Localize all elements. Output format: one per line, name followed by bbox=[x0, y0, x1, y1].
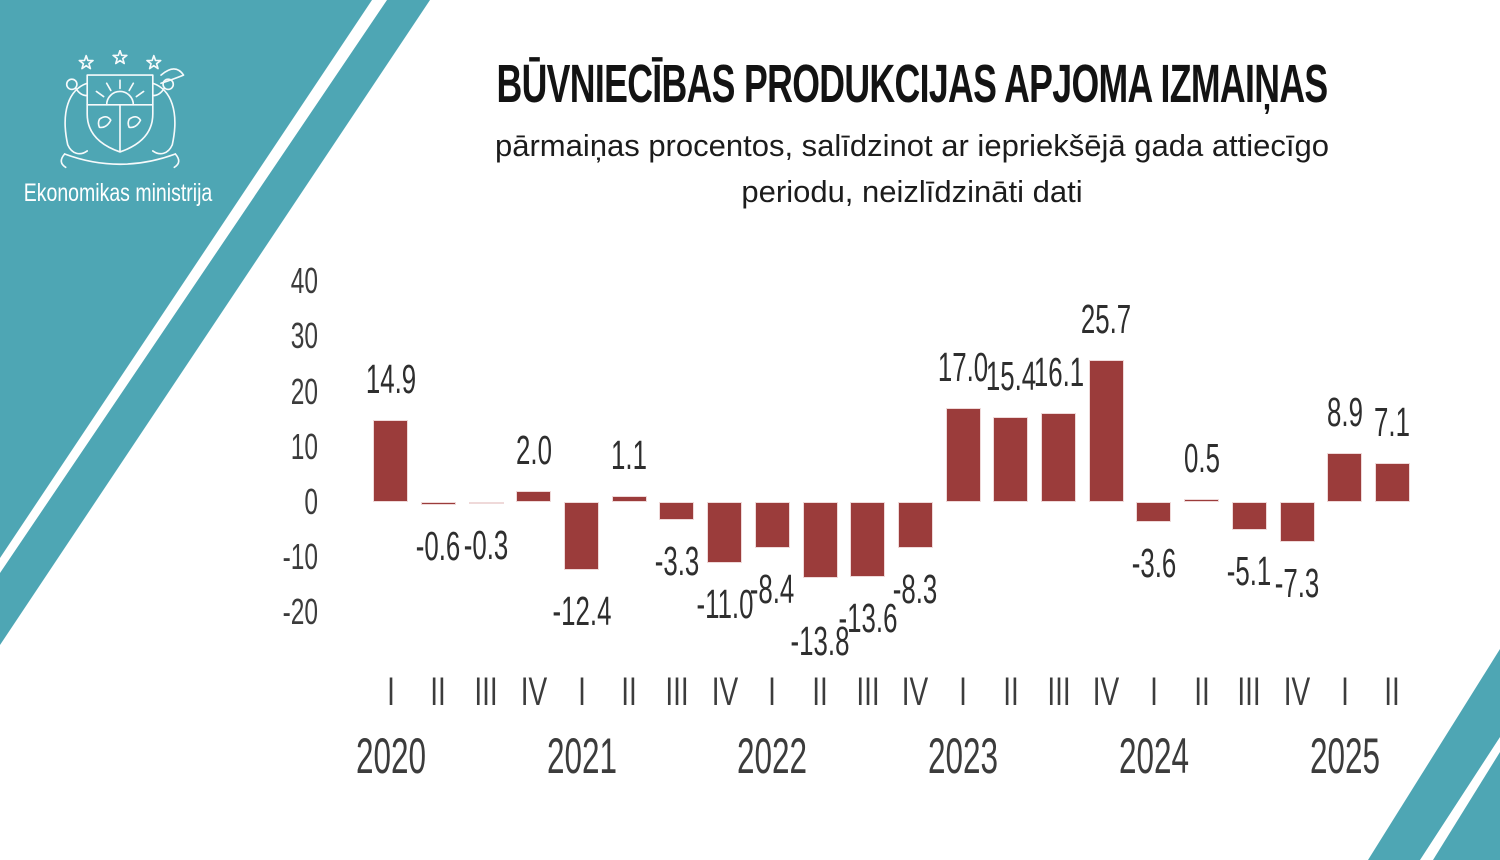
value-label-2023-IV: 25.7 bbox=[1081, 296, 1132, 343]
value-label-2022-II: -13.8 bbox=[790, 618, 850, 665]
value-label-2020-II: -0.6 bbox=[416, 523, 461, 570]
chart-subtitle-line1: pārmaiņas procentos, salīdzinot ar iepri… bbox=[494, 128, 1330, 163]
bar-2023-IV bbox=[1088, 360, 1124, 502]
quarter-label-2023-II: II bbox=[1003, 670, 1019, 714]
quarter-label-2025-I: I bbox=[1340, 670, 1349, 714]
bar-2020-IV bbox=[516, 490, 552, 502]
bar-2021-II bbox=[611, 495, 647, 502]
value-label-2024-I: -3.6 bbox=[1131, 539, 1177, 586]
quarter-label-2024-II: II bbox=[1193, 670, 1210, 714]
year-label-2024: 2024 bbox=[1118, 728, 1189, 784]
bar-2020-II bbox=[420, 502, 456, 506]
bar-2021-III bbox=[659, 502, 695, 521]
value-label-2024-IV: -7.3 bbox=[1274, 560, 1320, 607]
bar-2022-II bbox=[802, 502, 838, 579]
quarter-label-2021-III: III bbox=[665, 670, 689, 714]
value-label-2022-III: -13.6 bbox=[838, 595, 898, 642]
quarter-label-2020-IV: IV bbox=[520, 670, 548, 714]
ministry-name: Ekonomikas ministrija bbox=[23, 179, 213, 207]
bar-2023-III bbox=[1041, 413, 1076, 502]
bar-2020-III bbox=[468, 502, 504, 504]
y-tick-30: 30 bbox=[290, 315, 318, 357]
year-label-2025: 2025 bbox=[1309, 728, 1380, 784]
bar-2024-III bbox=[1231, 502, 1267, 531]
value-label-2024-III: -5.1 bbox=[1227, 548, 1272, 595]
quarter-label-2021-I: I bbox=[577, 670, 586, 714]
quarter-label-2020-III: III bbox=[474, 670, 498, 714]
chart-subtitle-line2: periodu, neizlīdzināti dati bbox=[741, 174, 1083, 209]
quarter-label-2023-I: I bbox=[959, 670, 967, 714]
y-tick--10: -10 bbox=[282, 536, 318, 578]
value-label-2021-IV: -11.0 bbox=[696, 580, 754, 627]
griffin-wing bbox=[160, 68, 185, 85]
quarter-label-2021-IV: IV bbox=[711, 670, 738, 714]
bar-2022-IV bbox=[897, 502, 933, 548]
y-tick--20: -20 bbox=[282, 591, 318, 633]
bar-2024-II bbox=[1184, 499, 1220, 502]
value-label-2023-III: 16.1 bbox=[1033, 349, 1084, 396]
bar-2023-I bbox=[945, 408, 981, 502]
value-label-2021-II: 1.1 bbox=[611, 431, 648, 478]
bar-2022-I bbox=[754, 502, 790, 549]
chart-subtitle: pārmaiņas procentos, salīdzinot ar iepri… bbox=[362, 123, 1462, 215]
quarter-label-2023-IV: IV bbox=[1092, 670, 1120, 714]
value-label-2025-II: 7.1 bbox=[1374, 398, 1411, 445]
chart-title: BŪVNIECĪBAS PRODUKCIJAS APJOMA IZMAIŅAS bbox=[496, 54, 1328, 114]
quarter-label-2024-I: I bbox=[1149, 670, 1158, 714]
quarter-label-2021-II: II bbox=[621, 670, 637, 714]
shield bbox=[86, 74, 154, 153]
year-label-2020: 2020 bbox=[355, 728, 426, 784]
quarter-label-2022-III: III bbox=[856, 670, 880, 714]
value-label-2024-II: 0.5 bbox=[1183, 435, 1220, 482]
quarter-label-2025-II: II bbox=[1384, 670, 1401, 714]
bar-2020-I bbox=[373, 419, 409, 502]
value-label-2025-I: 8.9 bbox=[1326, 388, 1363, 435]
quarter-label-2022-IV: IV bbox=[902, 670, 929, 714]
griffin-supporter bbox=[151, 82, 176, 155]
quarter-label-2020-II: II bbox=[430, 670, 447, 714]
y-tick-40: 40 bbox=[290, 260, 318, 302]
sun bbox=[105, 90, 135, 106]
value-label-2023-I: 17.0 bbox=[937, 344, 989, 391]
bar-2025-I bbox=[1327, 452, 1363, 502]
bar-2024-IV bbox=[1279, 502, 1315, 543]
quarter-label-2024-III: III bbox=[1237, 670, 1261, 714]
value-label-2021-III: -3.3 bbox=[654, 538, 700, 585]
bar-2025-II bbox=[1374, 462, 1410, 502]
stars bbox=[78, 50, 162, 70]
bar-2023-II bbox=[993, 416, 1029, 502]
y-tick-0: 0 bbox=[304, 481, 318, 522]
value-label-2020-III: -0.3 bbox=[463, 521, 509, 568]
quarter-label-2023-III: III bbox=[1046, 670, 1071, 714]
bar-2021-I bbox=[564, 502, 599, 571]
value-label-2020-I: 14.9 bbox=[365, 355, 416, 402]
value-label-2021-I: -12.4 bbox=[552, 588, 611, 635]
bar-2021-IV bbox=[707, 502, 743, 563]
lion-supporter bbox=[64, 82, 89, 155]
quarter-label-2024-IV: IV bbox=[1283, 670, 1311, 714]
y-tick-20: 20 bbox=[290, 370, 318, 412]
year-label-2021: 2021 bbox=[546, 728, 617, 784]
quarter-label-2022-I: I bbox=[768, 670, 777, 714]
year-label-2023: 2023 bbox=[928, 728, 999, 784]
value-label-2023-II: 15.4 bbox=[985, 352, 1036, 399]
coat-of-arms bbox=[60, 50, 185, 169]
value-label-2020-IV: 2.0 bbox=[515, 426, 552, 473]
bar-2024-I bbox=[1136, 502, 1172, 522]
y-tick-10: 10 bbox=[290, 425, 318, 467]
value-label-2022-IV: -8.3 bbox=[893, 565, 938, 612]
ribbon bbox=[63, 153, 177, 165]
quarter-label-2022-II: II bbox=[812, 670, 828, 714]
year-label-2022: 2022 bbox=[737, 728, 808, 784]
teal-triangle-bottom-right bbox=[1433, 752, 1500, 860]
quarter-label-2020-I: I bbox=[386, 670, 395, 714]
bar-2022-III bbox=[850, 502, 886, 578]
value-label-2022-I: -8.4 bbox=[750, 566, 795, 613]
